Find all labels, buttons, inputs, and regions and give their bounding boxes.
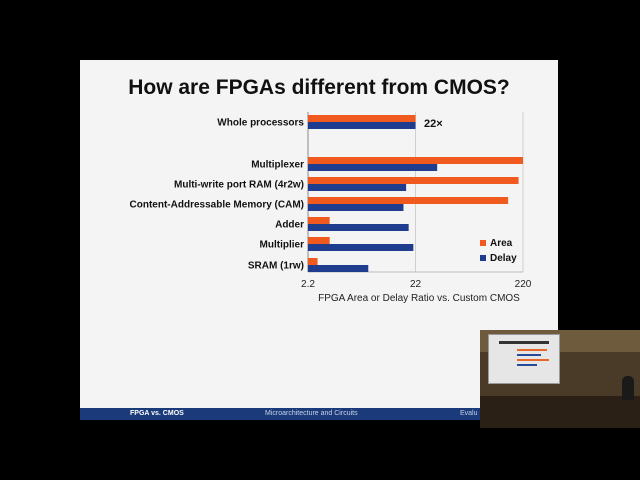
category-label: Multiplexer [251,160,304,171]
annotation-label: 22× [424,118,443,130]
footer-right-text: Evalu [460,410,478,417]
x-tick-label: 2.2 [301,279,315,290]
bar-area [308,177,519,184]
legend-label: Area [490,238,513,249]
camera-person [622,376,634,400]
category-label: SRAM (1rw) [248,261,304,272]
bar-delay [308,122,416,129]
legend-label: Delay [490,253,517,264]
footer-section-title: FPGA vs. CMOS [130,410,184,417]
x-tick-label: 22 [410,279,422,290]
camera-screen [488,334,560,384]
legend-swatch [480,240,486,246]
slide: How are FPGAs different from CMOS? Whole… [80,60,558,420]
category-label: Whole processors [217,118,304,129]
slide-title: How are FPGAs different from CMOS? [128,76,510,99]
bar-area [308,237,330,244]
footer-course-title: Microarchitecture and Circuits [265,410,358,417]
x-tick-label: 220 [515,279,532,290]
slide-footer: FPGA vs. CMOS Microarchitecture and Circ… [80,408,558,420]
bar-delay [308,184,407,191]
category-label: Content-Addressable Memory (CAM) [130,200,304,211]
legend-swatch [480,255,486,261]
bar-area [308,258,318,265]
bar-chart: Whole processors Multiplexer Multi-write p… [130,112,532,304]
bar-delay [308,244,414,251]
bar-area [308,217,330,224]
camera-inset [480,330,640,428]
x-axis-label: FPGA Area or Delay Ratio vs. Custom CMOS [318,293,520,304]
bar-area [308,115,416,122]
camera-desk [480,396,640,428]
bar-delay [308,204,404,211]
bar-area [308,157,523,164]
category-label: Multi-write port RAM (4r2w) [174,180,304,191]
category-label: Adder [275,220,304,231]
bar-delay [308,265,369,272]
bar-delay [308,164,438,171]
bar-area [308,197,509,204]
bar-delay [308,224,409,231]
category-label: Multiplier [260,240,305,251]
